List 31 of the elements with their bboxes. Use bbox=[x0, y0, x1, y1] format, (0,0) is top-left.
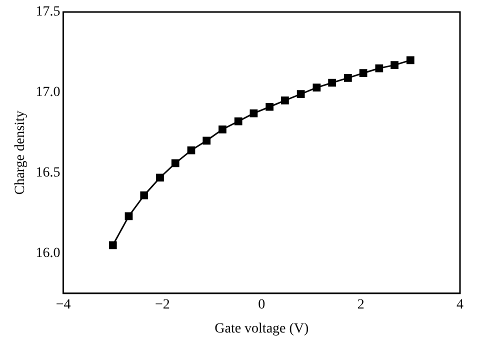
point bbox=[344, 74, 352, 82]
x-tick-label: 4 bbox=[456, 297, 464, 312]
x-axis-title: Gate voltage (V) bbox=[214, 321, 310, 336]
x-tick-label: −2 bbox=[155, 297, 170, 312]
point bbox=[187, 146, 196, 154]
point bbox=[202, 136, 211, 145]
y-tick-label: 16.0 bbox=[36, 246, 60, 261]
point bbox=[406, 56, 414, 64]
point bbox=[390, 61, 398, 69]
x-tick-label: 0 bbox=[258, 297, 266, 312]
point bbox=[281, 96, 289, 104]
point bbox=[296, 90, 305, 98]
y-tick-label: 17.0 bbox=[36, 85, 60, 100]
point bbox=[250, 109, 258, 118]
point bbox=[108, 241, 117, 250]
point bbox=[171, 159, 180, 168]
point bbox=[359, 69, 368, 78]
y-tick-label: 16.5 bbox=[36, 165, 60, 180]
point bbox=[375, 64, 384, 72]
point bbox=[218, 125, 226, 134]
y-tick-label: 17.5 bbox=[36, 4, 60, 20]
x-tick-label: −4 bbox=[56, 297, 71, 312]
point bbox=[140, 191, 148, 200]
x-tick-label: 2 bbox=[357, 297, 364, 312]
y-axis-title: Charge density bbox=[13, 110, 28, 195]
point bbox=[156, 174, 164, 182]
point bbox=[328, 78, 336, 87]
point bbox=[234, 117, 242, 126]
point bbox=[266, 102, 274, 111]
point bbox=[124, 212, 133, 220]
point bbox=[312, 84, 321, 92]
